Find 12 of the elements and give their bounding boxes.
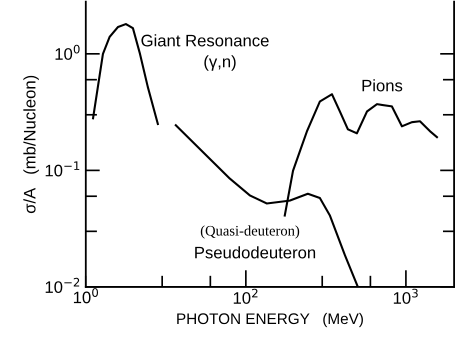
x-axis-title: PHOTON ENERGY (MeV) bbox=[177, 312, 363, 328]
y-axis-title: σ/A (mb/Nucleon) bbox=[23, 76, 39, 214]
annotation: (Quasi-deuteron) bbox=[200, 225, 300, 239]
x-tick-label: 10$^{3}$ bbox=[394, 288, 418, 304]
y-tick-label: 10$^{−1}$ bbox=[46, 161, 80, 176]
annotation: Giant Resonance bbox=[141, 34, 269, 46]
text: 10$^{0}$ bbox=[74, 288, 98, 304]
annotation: Pions bbox=[362, 79, 402, 92]
annotation: (γ,n) bbox=[204, 55, 236, 71]
annotation: Pseudodeuteron bbox=[195, 246, 316, 258]
x-tick-label: 10$^{2}$ bbox=[234, 288, 258, 304]
y-tick-label: 10$^{0}$ bbox=[56, 44, 80, 60]
